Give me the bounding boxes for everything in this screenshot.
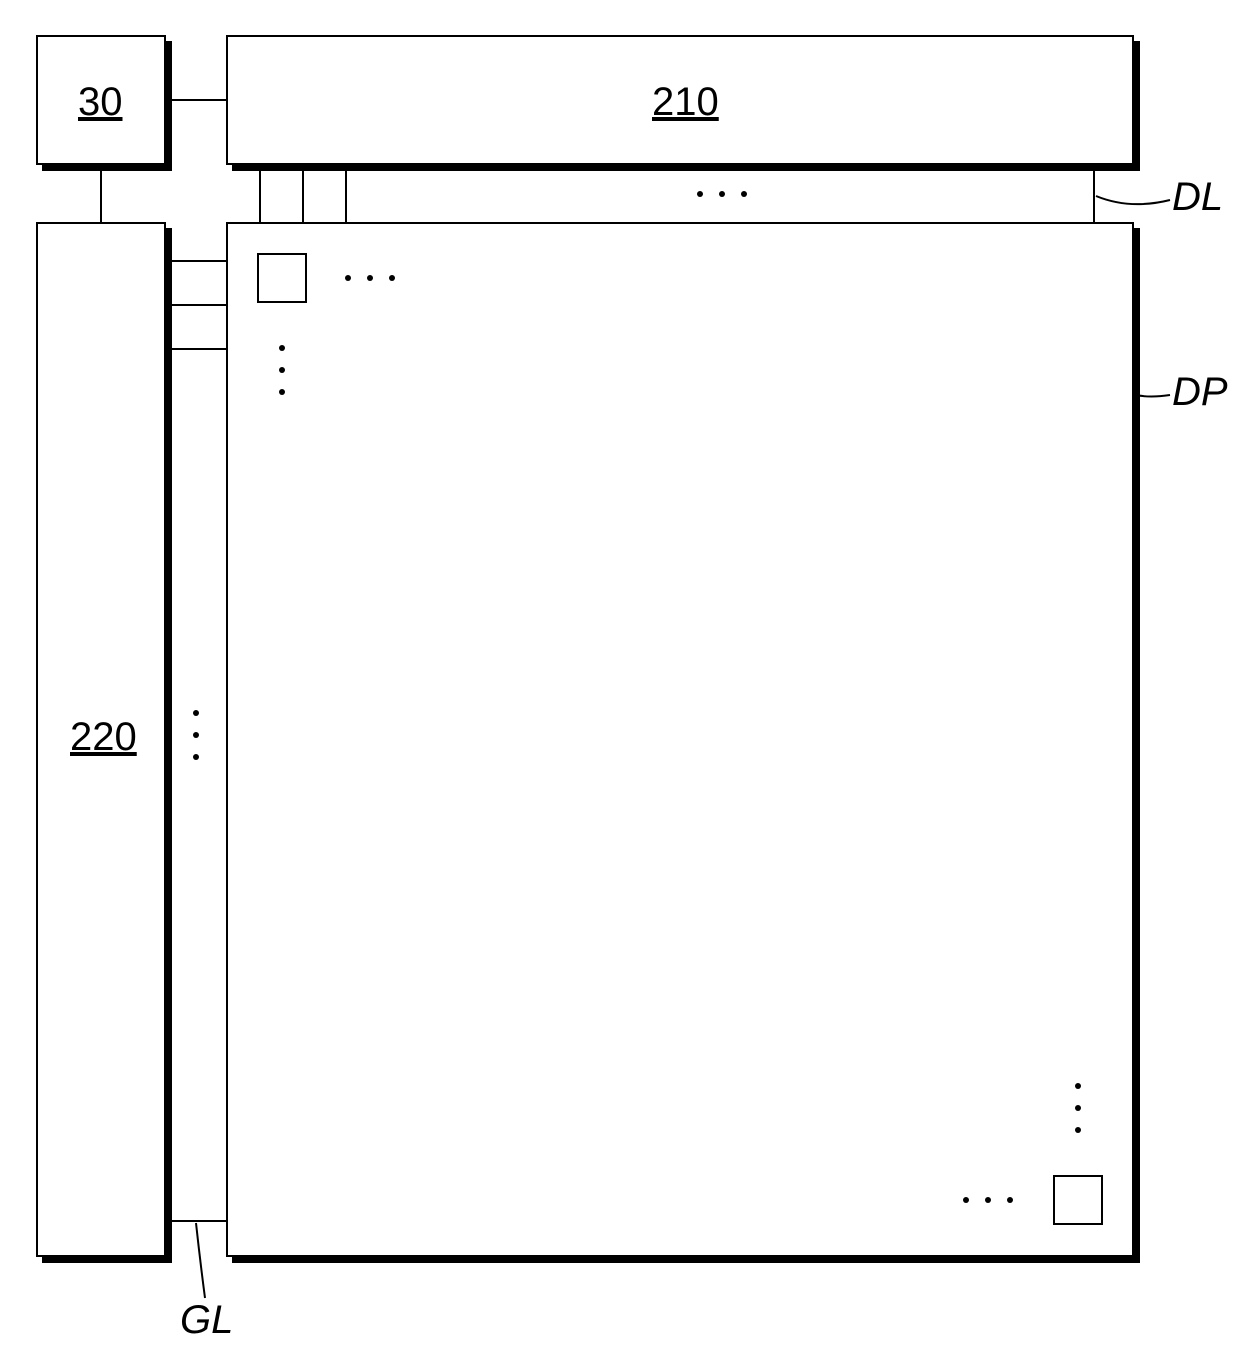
pixel-br-h-ellipsis bbox=[963, 1197, 969, 1203]
pixel-tl-v-ellipsis bbox=[279, 367, 285, 373]
callout-DL: DL bbox=[1172, 175, 1223, 220]
data-driver-label: 210 bbox=[652, 80, 719, 125]
gate-lines-ellipsis bbox=[193, 732, 199, 738]
pixel-tl-v-ellipsis bbox=[279, 389, 285, 395]
data-line-1 bbox=[302, 165, 304, 222]
gate-line-1 bbox=[166, 304, 226, 306]
data-line-2 bbox=[345, 165, 347, 222]
diagram-stage: 30 210 220 DL DP GL bbox=[0, 0, 1240, 1351]
pixel-br-h-ellipsis bbox=[1007, 1197, 1013, 1203]
pixel-br-v-ellipsis bbox=[1075, 1127, 1081, 1133]
gate-line-3 bbox=[166, 1220, 226, 1222]
gate-lines-ellipsis bbox=[193, 710, 199, 716]
gate-driver-label: 220 bbox=[70, 715, 137, 760]
conn-controller-to-data-driver bbox=[166, 99, 226, 101]
pixel-tl-v-ellipsis bbox=[279, 345, 285, 351]
gate-line-2 bbox=[166, 348, 226, 350]
callout-GL: GL bbox=[180, 1298, 233, 1343]
conn-controller-to-gate-driver bbox=[100, 165, 102, 222]
pixel-bottom-right bbox=[1053, 1175, 1103, 1225]
pixel-tl-h-ellipsis bbox=[345, 275, 351, 281]
controller-label: 30 bbox=[78, 80, 123, 125]
pixel-br-h-ellipsis bbox=[985, 1197, 991, 1203]
pixel-top-left bbox=[257, 253, 307, 303]
data-lines-ellipsis bbox=[697, 191, 703, 197]
gate-lines-ellipsis bbox=[193, 754, 199, 760]
data-line-3 bbox=[1093, 165, 1095, 222]
data-line-0 bbox=[259, 165, 261, 222]
pixel-br-v-ellipsis bbox=[1075, 1105, 1081, 1111]
data-lines-ellipsis bbox=[741, 191, 747, 197]
callout-DP: DP bbox=[1172, 370, 1228, 415]
pixel-br-v-ellipsis bbox=[1075, 1083, 1081, 1089]
data-lines-ellipsis bbox=[719, 191, 725, 197]
gate-line-0 bbox=[166, 260, 226, 262]
pixel-tl-h-ellipsis bbox=[367, 275, 373, 281]
pixel-tl-h-ellipsis bbox=[389, 275, 395, 281]
display-panel bbox=[226, 222, 1134, 1257]
